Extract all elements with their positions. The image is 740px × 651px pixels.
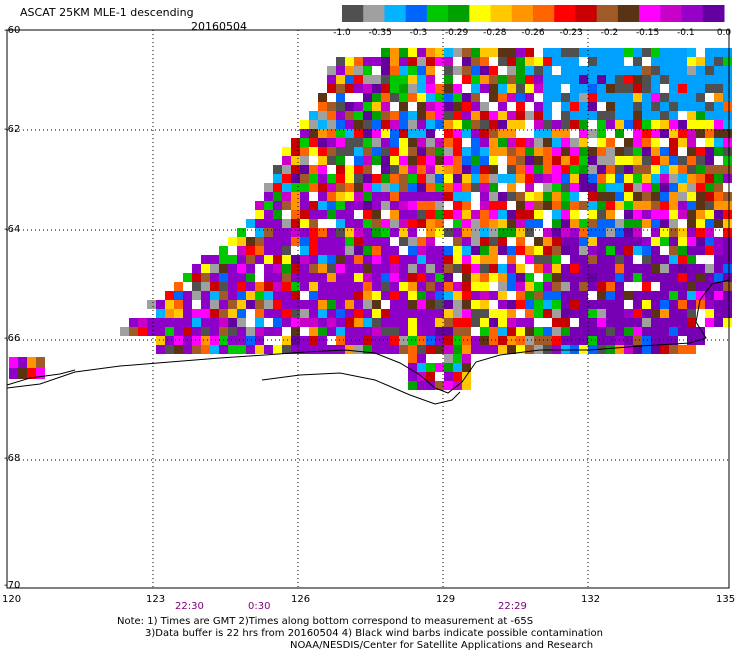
lon-label: 129: [436, 594, 456, 605]
time-label: 22:30: [175, 601, 204, 612]
colorbar-swatch: [617, 5, 640, 22]
coastline-inlet: [261, 372, 461, 405]
colorbar-label: -0.15: [636, 28, 659, 38]
lon-label: 126: [291, 594, 311, 605]
lon-label: 135: [716, 594, 736, 605]
colorbar-label: -0.23: [560, 28, 583, 38]
map-date: 20160504: [191, 20, 247, 33]
colorbar-label: -0.28: [483, 28, 507, 38]
colorbar-swatch: [596, 5, 619, 22]
lon-label: 132: [581, 594, 601, 605]
colorbar-label: -0.26: [521, 28, 545, 38]
colorbar-label: 0.0: [717, 28, 732, 38]
colorbar-swatch: [511, 5, 534, 22]
colorbar-label: -0.35: [369, 28, 392, 38]
colorbar-swatch: [426, 5, 449, 22]
graticule: [7, 30, 729, 588]
lat-label: -68: [4, 453, 21, 464]
colorbar-swatch: [363, 5, 385, 22]
lat-label: -64: [4, 224, 21, 235]
colorbar-swatch: [702, 5, 725, 22]
time-label: 0:30: [248, 601, 271, 612]
lon-label: 123: [146, 594, 166, 605]
footnote-line-1: Note: 1) Times are GMT 2)Times along bot…: [117, 616, 534, 627]
data-swath: [9, 48, 732, 390]
colorbar-swatch: [533, 5, 555, 22]
colorbar-swatch: [469, 5, 492, 22]
plot-frame: [6, 29, 730, 589]
colorbar-swatch: [448, 5, 470, 22]
lat-label: -62: [4, 124, 21, 135]
colorbar: -1.0 -0.35 -0.3 -0.29 -0.28 -0.26 -0.23 -0.2 -0.…: [333, 5, 731, 38]
footnote-line-2: 3)Data buffer is 22 hrs from 20160504 4)…: [145, 628, 603, 639]
colorbar-swatch: [342, 5, 364, 22]
coastline-west: [6, 369, 76, 386]
time-label: 22:29: [498, 601, 527, 612]
colorbar-label: -0.29: [445, 28, 469, 38]
colorbar-swatch: [575, 5, 598, 22]
colorbar-swatch: [660, 5, 683, 22]
colorbar-label: -0.1: [677, 28, 695, 38]
lon-label: 120: [2, 594, 22, 605]
colorbar-swatch: [490, 5, 513, 22]
coastline: [6, 279, 730, 394]
colorbar-label: -1.0: [333, 28, 351, 38]
colorbar-label: -0.3: [410, 28, 428, 38]
colorbar-swatch: [639, 5, 661, 22]
colorbar-label: -0.2: [601, 28, 619, 38]
lat-label: -60: [4, 25, 21, 36]
lat-label: -70: [4, 580, 21, 591]
colorbar-swatch: [405, 5, 428, 22]
footnote-line-3: NOAA/NESDIS/Center for Satellite Applica…: [290, 640, 594, 651]
lat-label: -66: [4, 333, 21, 344]
colorbar-swatch: [681, 5, 704, 22]
map-title: ASCAT 25KM MLE-1 descending: [20, 6, 194, 19]
colorbar-swatch: [384, 5, 407, 22]
colorbar-swatch: [554, 5, 576, 22]
